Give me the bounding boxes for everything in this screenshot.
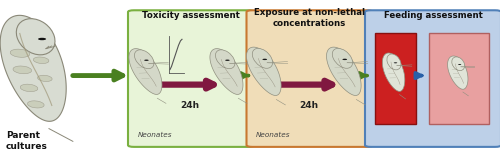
Polygon shape [382, 53, 405, 91]
FancyBboxPatch shape [365, 10, 500, 147]
Text: Toxicity assessment: Toxicity assessment [142, 11, 240, 20]
Text: 24h: 24h [180, 101, 200, 110]
Ellipse shape [20, 84, 38, 92]
Polygon shape [210, 49, 243, 94]
Ellipse shape [13, 66, 32, 74]
Polygon shape [0, 15, 66, 121]
Ellipse shape [452, 57, 464, 71]
Circle shape [394, 62, 397, 63]
Ellipse shape [38, 75, 52, 82]
Circle shape [458, 64, 461, 65]
Circle shape [38, 38, 46, 40]
Polygon shape [129, 49, 162, 94]
Ellipse shape [16, 19, 55, 55]
Ellipse shape [28, 101, 44, 108]
Polygon shape [448, 56, 468, 89]
Text: Neonates: Neonates [256, 132, 290, 138]
Ellipse shape [387, 54, 401, 70]
Ellipse shape [134, 50, 154, 69]
Polygon shape [246, 47, 281, 95]
Circle shape [144, 60, 148, 61]
Circle shape [342, 59, 347, 60]
Text: Neonates: Neonates [138, 132, 172, 138]
FancyBboxPatch shape [128, 10, 254, 147]
Bar [429, 33, 489, 124]
Circle shape [225, 60, 230, 61]
Ellipse shape [34, 57, 49, 64]
Text: Parent
cultures: Parent cultures [6, 131, 48, 151]
Circle shape [262, 59, 267, 60]
Ellipse shape [216, 50, 235, 69]
FancyBboxPatch shape [246, 10, 372, 147]
Ellipse shape [252, 48, 272, 68]
Text: Exposure at non-lethal
concentrations: Exposure at non-lethal concentrations [254, 8, 365, 28]
Polygon shape [326, 47, 361, 95]
Text: 24h: 24h [299, 101, 318, 110]
Text: Feeding assessment: Feeding assessment [384, 11, 482, 20]
Ellipse shape [10, 49, 30, 57]
Ellipse shape [332, 48, 352, 68]
Bar [375, 33, 416, 124]
